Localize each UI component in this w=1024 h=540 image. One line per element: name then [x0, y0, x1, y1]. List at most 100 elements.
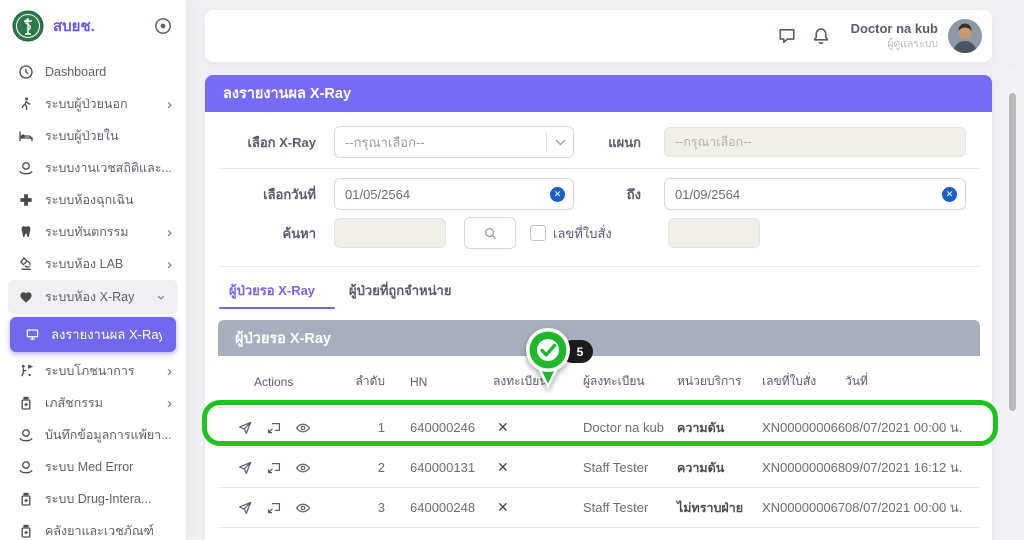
- sidebar-item-xray-report[interactable]: ลงรายงานผล X-Ray: [10, 317, 176, 352]
- cell-date: 08/07/2021 00:00 น.: [845, 500, 963, 515]
- sidebar-item-label: ระบบงานเวชสถิติและ...: [45, 161, 172, 175]
- date-from-input[interactable]: [345, 186, 550, 202]
- eye-icon[interactable]: [295, 420, 311, 436]
- sidebar-item-label: ระบบโภชนาการ: [45, 364, 135, 378]
- tooth-icon: [18, 224, 34, 240]
- screen-share-icon[interactable]: [266, 460, 282, 476]
- scrollbar-thumb[interactable]: [1009, 93, 1016, 411]
- cell-unit: ความดัน: [677, 420, 725, 435]
- filter-form: เลือก X-Ray --กรุณาเลือก-- แผนก --กรุณาเ…: [205, 112, 992, 267]
- cell-no: 3: [377, 500, 385, 515]
- not-registered-icon[interactable]: ✕: [497, 419, 509, 435]
- tab-waiting-xray[interactable]: ผู้ป่วยรอ X-Ray: [218, 276, 336, 309]
- not-registered-icon[interactable]: ✕: [497, 459, 509, 475]
- date-to-field[interactable]: ✕: [664, 178, 966, 210]
- cell-no: 2: [377, 460, 385, 475]
- cell-order-no: XN000000066: [762, 420, 846, 435]
- not-registered-icon[interactable]: ✕: [497, 499, 509, 515]
- send-icon[interactable]: [237, 420, 253, 436]
- sidebar-item-lab[interactable]: ระบบห้อง LAB ›: [0, 248, 186, 280]
- sidebar-item-med-error[interactable]: ระบบ Med Error: [0, 451, 186, 483]
- app-brand: สบยช.: [53, 18, 95, 35]
- user-role: ผู้ดูแลระบบ: [887, 37, 938, 50]
- date-from-clear-icon[interactable]: ✕: [550, 186, 565, 202]
- department-select-disabled: --กรุณาเลือก--: [664, 127, 966, 157]
- sidebar-item-label: เภสัชกรรม: [45, 396, 103, 410]
- cell-hn: 640000246: [410, 420, 476, 435]
- topbar: Doctor na kub ผู้ดูแลระบบ: [205, 10, 992, 62]
- user-name: Doctor na kub: [850, 21, 938, 37]
- sidebar-item-drug-interaction[interactable]: ระบบ Drug-Intera...: [0, 483, 186, 515]
- date-from-field[interactable]: ✕: [334, 178, 574, 210]
- sidebar-item-ipd[interactable]: ระบบผู้ป่วยใน: [0, 120, 186, 152]
- col-actions: Actions: [254, 374, 294, 389]
- eye-icon[interactable]: [295, 460, 311, 476]
- select-divider: [546, 132, 547, 152]
- xray-select[interactable]: --กรุณาเลือก--: [334, 126, 574, 158]
- sidebar-item-drug-inventory[interactable]: คลังยาและเวชภัณฑ์: [0, 515, 186, 540]
- user-avatar[interactable]: [948, 19, 982, 53]
- col-no: ลำดับ: [355, 374, 385, 388]
- sidebar-nav: Dashboard ระบบผู้ป่วยนอก › ระบบผู้ป่วยใน…: [0, 52, 186, 540]
- nutrition-icon: [18, 363, 34, 379]
- sidebar-item-medical-statistics[interactable]: ระบบงานเวชสถิติและ...: [0, 152, 186, 184]
- search-input-disabled: [334, 218, 446, 248]
- order-number-input-disabled: [667, 218, 760, 248]
- sidebar-item-label: ลงรายงานผล X-Ray: [51, 327, 162, 342]
- sidebar-item-label: ระบบห้อง LAB: [45, 257, 124, 271]
- bell-icon[interactable]: [811, 26, 831, 46]
- sidebar-item-pharmacy[interactable]: เภสัชกรรม ›: [0, 387, 186, 419]
- eye-icon[interactable]: [295, 500, 311, 516]
- monitor-icon: [24, 327, 40, 343]
- search-label: ค้นหา: [282, 225, 316, 241]
- col-order-no: เลขที่ใบสั่ง: [762, 374, 817, 388]
- sidebar-item-nutrition[interactable]: ระบบโภชนาการ ›: [0, 355, 186, 387]
- chat-icon[interactable]: [777, 26, 797, 46]
- tab-bar: ผู้ป่วยรอ X-Ray ผู้ป่วยที่ถูกจำหน่าย: [218, 276, 992, 309]
- col-hn: HN: [410, 374, 428, 389]
- medical-cross-icon: [18, 192, 34, 208]
- sidebar-item-label: คลังยาและเวชภัณฑ์: [45, 524, 154, 538]
- date-to-clear-icon[interactable]: ✕: [942, 186, 957, 202]
- sidebar-item-label: ระบบผู้ป่วยใน: [45, 129, 119, 143]
- cell-no: 1: [377, 420, 385, 435]
- walking-person-icon: [18, 96, 34, 112]
- sidebar-item-xray[interactable]: ระบบห้อง X-Ray ›: [8, 280, 178, 314]
- search-button[interactable]: [464, 217, 516, 249]
- cell-unit: ความดัน: [677, 460, 725, 475]
- col-register: ลงทะเบียน: [493, 374, 548, 388]
- table-row: 3 640000248 ✕ Staff Tester ไม่ทราบฝ่าย X…: [218, 488, 980, 528]
- user-block[interactable]: Doctor na kub ผู้ดูแลระบบ: [851, 21, 938, 50]
- medicine-bottle-icon: [18, 395, 34, 411]
- screen-share-icon[interactable]: [266, 420, 282, 436]
- sidebar-item-opd[interactable]: ระบบผู้ป่วยนอก ›: [0, 88, 186, 120]
- annotation-count-badge: 5: [561, 340, 593, 363]
- chevron-right-icon: ›: [167, 95, 172, 113]
- sidebar-item-label: ระบบห้อง X-Ray: [45, 290, 135, 304]
- date-to-input[interactable]: [675, 186, 942, 202]
- sidebar-item-drug-allergy[interactable]: บันทึกข้อมูลการแพ้ยา...: [0, 419, 186, 451]
- sidebar-item-dashboard[interactable]: Dashboard: [0, 56, 186, 88]
- order-number-checkbox[interactable]: [530, 225, 546, 241]
- cell-registrar: Staff Tester: [583, 500, 649, 515]
- xray-select-placeholder: --กรุณาเลือก--: [345, 134, 425, 150]
- sidebar-item-dental[interactable]: ระบบทันตกรรม ›: [0, 216, 186, 248]
- main-content: Doctor na kub ผู้ดูแลระบบ ลงรายงานผล X-R…: [205, 0, 992, 540]
- chevron-down-icon: [547, 139, 573, 146]
- section-divider: [219, 266, 980, 267]
- screen-share-icon[interactable]: [266, 500, 282, 516]
- cell-order-no: XN000000067: [762, 500, 846, 515]
- col-date: วันที่: [845, 374, 868, 388]
- form-divider: [219, 168, 980, 169]
- tab-discharged[interactable]: ผู้ป่วยที่ถูกจำหน่าย: [349, 283, 452, 298]
- sidebar: สบยช. Dashboard ระบบผู้ป่วยนอก › ระบบผู้…: [0, 0, 186, 540]
- send-icon[interactable]: [237, 460, 253, 476]
- bed-icon: [18, 128, 34, 144]
- sidebar-collapse-toggle-icon[interactable]: [154, 17, 172, 35]
- sidebar-item-emergency[interactable]: ระบบห้องฉุกเฉิน: [0, 184, 186, 216]
- col-registrar: ผู้ลงทะเบียน: [583, 374, 645, 388]
- chevron-right-icon: ›: [167, 362, 172, 380]
- cell-unit: ไม่ทราบฝ่าย: [677, 500, 744, 515]
- send-icon[interactable]: [237, 500, 253, 516]
- page-title: ลงรายงานผล X-Ray: [205, 75, 992, 112]
